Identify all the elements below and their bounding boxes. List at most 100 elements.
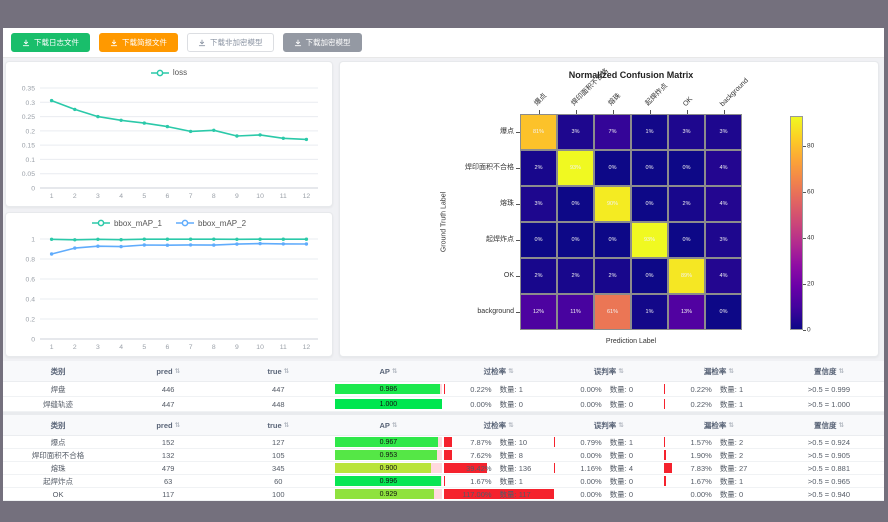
- axis-tick: [686, 110, 688, 114]
- confidence-cell: >0.5 = 0.881: [807, 463, 850, 473]
- sort-icon[interactable]: ⇅: [618, 368, 624, 375]
- matrix-cell: 0%: [557, 186, 594, 222]
- table-row: 爆点 152 127 0.967 7.87% 数量: 10 0.79% 数量: 1 1.57% 数…: [3, 436, 884, 449]
- sort-icon[interactable]: ⇅: [838, 422, 844, 429]
- column-header: 置信度 ⇅: [774, 366, 884, 377]
- confidence-cell: >0.5 = 1.000: [807, 399, 850, 409]
- sort-icon[interactable]: ⇅: [728, 422, 734, 429]
- column-header: true ⇅: [223, 367, 333, 376]
- column-header-label: pred: [156, 420, 173, 430]
- download-icon: [22, 39, 30, 46]
- button-label: 下载加密模型: [305, 38, 351, 47]
- rate-bar: [443, 450, 452, 460]
- column-header-label: true: [267, 366, 282, 376]
- rate-cell: 1.90% 数量: 2: [663, 450, 774, 461]
- svg-text:0.25: 0.25: [22, 114, 35, 121]
- sort-icon[interactable]: ⇅: [283, 368, 290, 375]
- matrix-cell: 7%: [594, 114, 631, 150]
- matrix-cell: 3%: [520, 186, 557, 222]
- ap-cell: 1.000: [333, 399, 443, 409]
- svg-text:6: 6: [166, 193, 170, 200]
- legend-line-icon: [91, 219, 110, 227]
- sort-icon[interactable]: ⇅: [618, 422, 624, 429]
- axis-tick: [612, 110, 614, 114]
- rate-count: 数量: 1: [609, 437, 634, 447]
- rate-count: 数量: 1: [499, 476, 523, 486]
- rate-bar: [663, 450, 666, 460]
- column-header: 误判率 ⇅: [554, 366, 664, 377]
- class-name-cell: 焊印面积不合格: [31, 450, 85, 460]
- svg-text:11: 11: [280, 344, 287, 351]
- download-encrypted-model-button[interactable]: 下载加密模型: [282, 33, 362, 52]
- rate-count: 数量: 0: [719, 489, 744, 499]
- svg-text:3: 3: [96, 193, 100, 200]
- download-unencrypted-model-button[interactable]: 下载非加密模型: [187, 33, 274, 52]
- column-header-label: AP: [379, 366, 390, 376]
- matrix-cell: 3%: [557, 114, 594, 150]
- sort-icon[interactable]: ⇅: [728, 368, 734, 375]
- sort-icon[interactable]: ⇅: [391, 422, 398, 429]
- sort-icon[interactable]: ⇅: [508, 368, 514, 375]
- rate-cell: 0.00% 数量: 0: [554, 399, 664, 410]
- rate-percent: 0.00%: [470, 399, 492, 409]
- legend-line-icon: [176, 219, 194, 227]
- download-icon: [294, 39, 301, 46]
- legend-label: bbox_mAP_1: [113, 218, 162, 228]
- pred-count-cell: 132: [161, 450, 175, 460]
- svg-text:10: 10: [256, 344, 264, 351]
- rate-cell: 0.22% 数量: 1: [443, 384, 554, 395]
- sort-icon[interactable]: ⇅: [283, 422, 290, 429]
- sort-icon[interactable]: ⇅: [174, 368, 181, 375]
- column-header: 过检率 ⇅: [444, 366, 554, 377]
- map-chart-card: bbox_mAP_1 bbox_mAP_2 0 0.2 0.4 0.6 0.8 1 1 2 3 4 5 6…: [5, 211, 333, 357]
- legend-item[interactable]: bbox_mAP_2: [176, 219, 246, 228]
- matrix-cell: 0%: [631, 150, 668, 186]
- sort-icon[interactable]: ⇅: [391, 368, 398, 375]
- column-header: true ⇅: [223, 421, 333, 430]
- svg-text:0.2: 0.2: [26, 128, 36, 135]
- ap-cell: 0.967: [333, 437, 443, 447]
- axis-tick: [575, 110, 577, 114]
- rate-percent: 1.67%: [470, 476, 492, 486]
- sort-icon[interactable]: ⇅: [174, 422, 181, 429]
- axis-tick: [516, 240, 520, 241]
- rate-cell: 0.00% 数量: 0: [554, 450, 664, 461]
- true-count-cell: 448: [272, 399, 285, 409]
- svg-text:0: 0: [31, 186, 35, 193]
- page: 下载日志文件 下载简报文件 下载非加密模型 下载加密模型 loss 0 0.05 0.1 0.…: [3, 28, 884, 501]
- column-header: pred ⇅: [113, 421, 223, 430]
- rate-cell: 1.67% 数量: 1: [663, 476, 774, 487]
- rate-percent: 7.87%: [470, 437, 492, 447]
- download-log-button[interactable]: 下载日志文件: [11, 33, 90, 52]
- matrix-cell: 2%: [520, 150, 557, 186]
- download-report-button[interactable]: 下载简报文件: [99, 33, 178, 52]
- sort-icon[interactable]: ⇅: [508, 422, 514, 429]
- axis-tick: [649, 110, 651, 114]
- colorbar-tick-mark: [803, 330, 806, 331]
- rate-percent: 1.16%: [580, 463, 602, 473]
- svg-text:0.35: 0.35: [22, 86, 35, 93]
- ap-bar: [335, 489, 434, 499]
- rate-cell: 117.00% 数量: 117: [443, 489, 554, 500]
- ap-value: 0.967: [379, 438, 398, 446]
- rate-bar: [663, 384, 665, 394]
- matrix-cell: 2%: [668, 186, 705, 222]
- legend-item[interactable]: loss: [150, 68, 187, 77]
- matrix-cell: 3%: [705, 222, 742, 258]
- matrix-cell: 0%: [668, 222, 705, 258]
- toolbar: 下载日志文件 下载简报文件 下载非加密模型 下载加密模型: [3, 28, 884, 58]
- rate-cell: 39.42% 数量: 136: [443, 463, 554, 474]
- column-header: 误判率 ⇅: [554, 420, 664, 431]
- rate-count: 数量: 1: [719, 476, 744, 486]
- rate-bar: [663, 463, 673, 473]
- legend-item[interactable]: bbox_mAP_1: [91, 218, 162, 228]
- ap-cell: 0.929: [333, 489, 443, 499]
- pred-count-cell: 63: [164, 476, 173, 486]
- ap-bar: [335, 450, 437, 460]
- table-row: 焊盘 446 447 0.986 0.22% 数量: 1 0.00% 数量: 0 0.22% 数量…: [3, 382, 884, 397]
- map-chart: 00.20.40.60.811 2 3 4 5 6 7 8 9 10 11 12: [26, 236, 318, 351]
- chart-legend: loss: [6, 68, 332, 77]
- ap-bar: [335, 437, 438, 447]
- sort-icon[interactable]: ⇅: [838, 368, 844, 375]
